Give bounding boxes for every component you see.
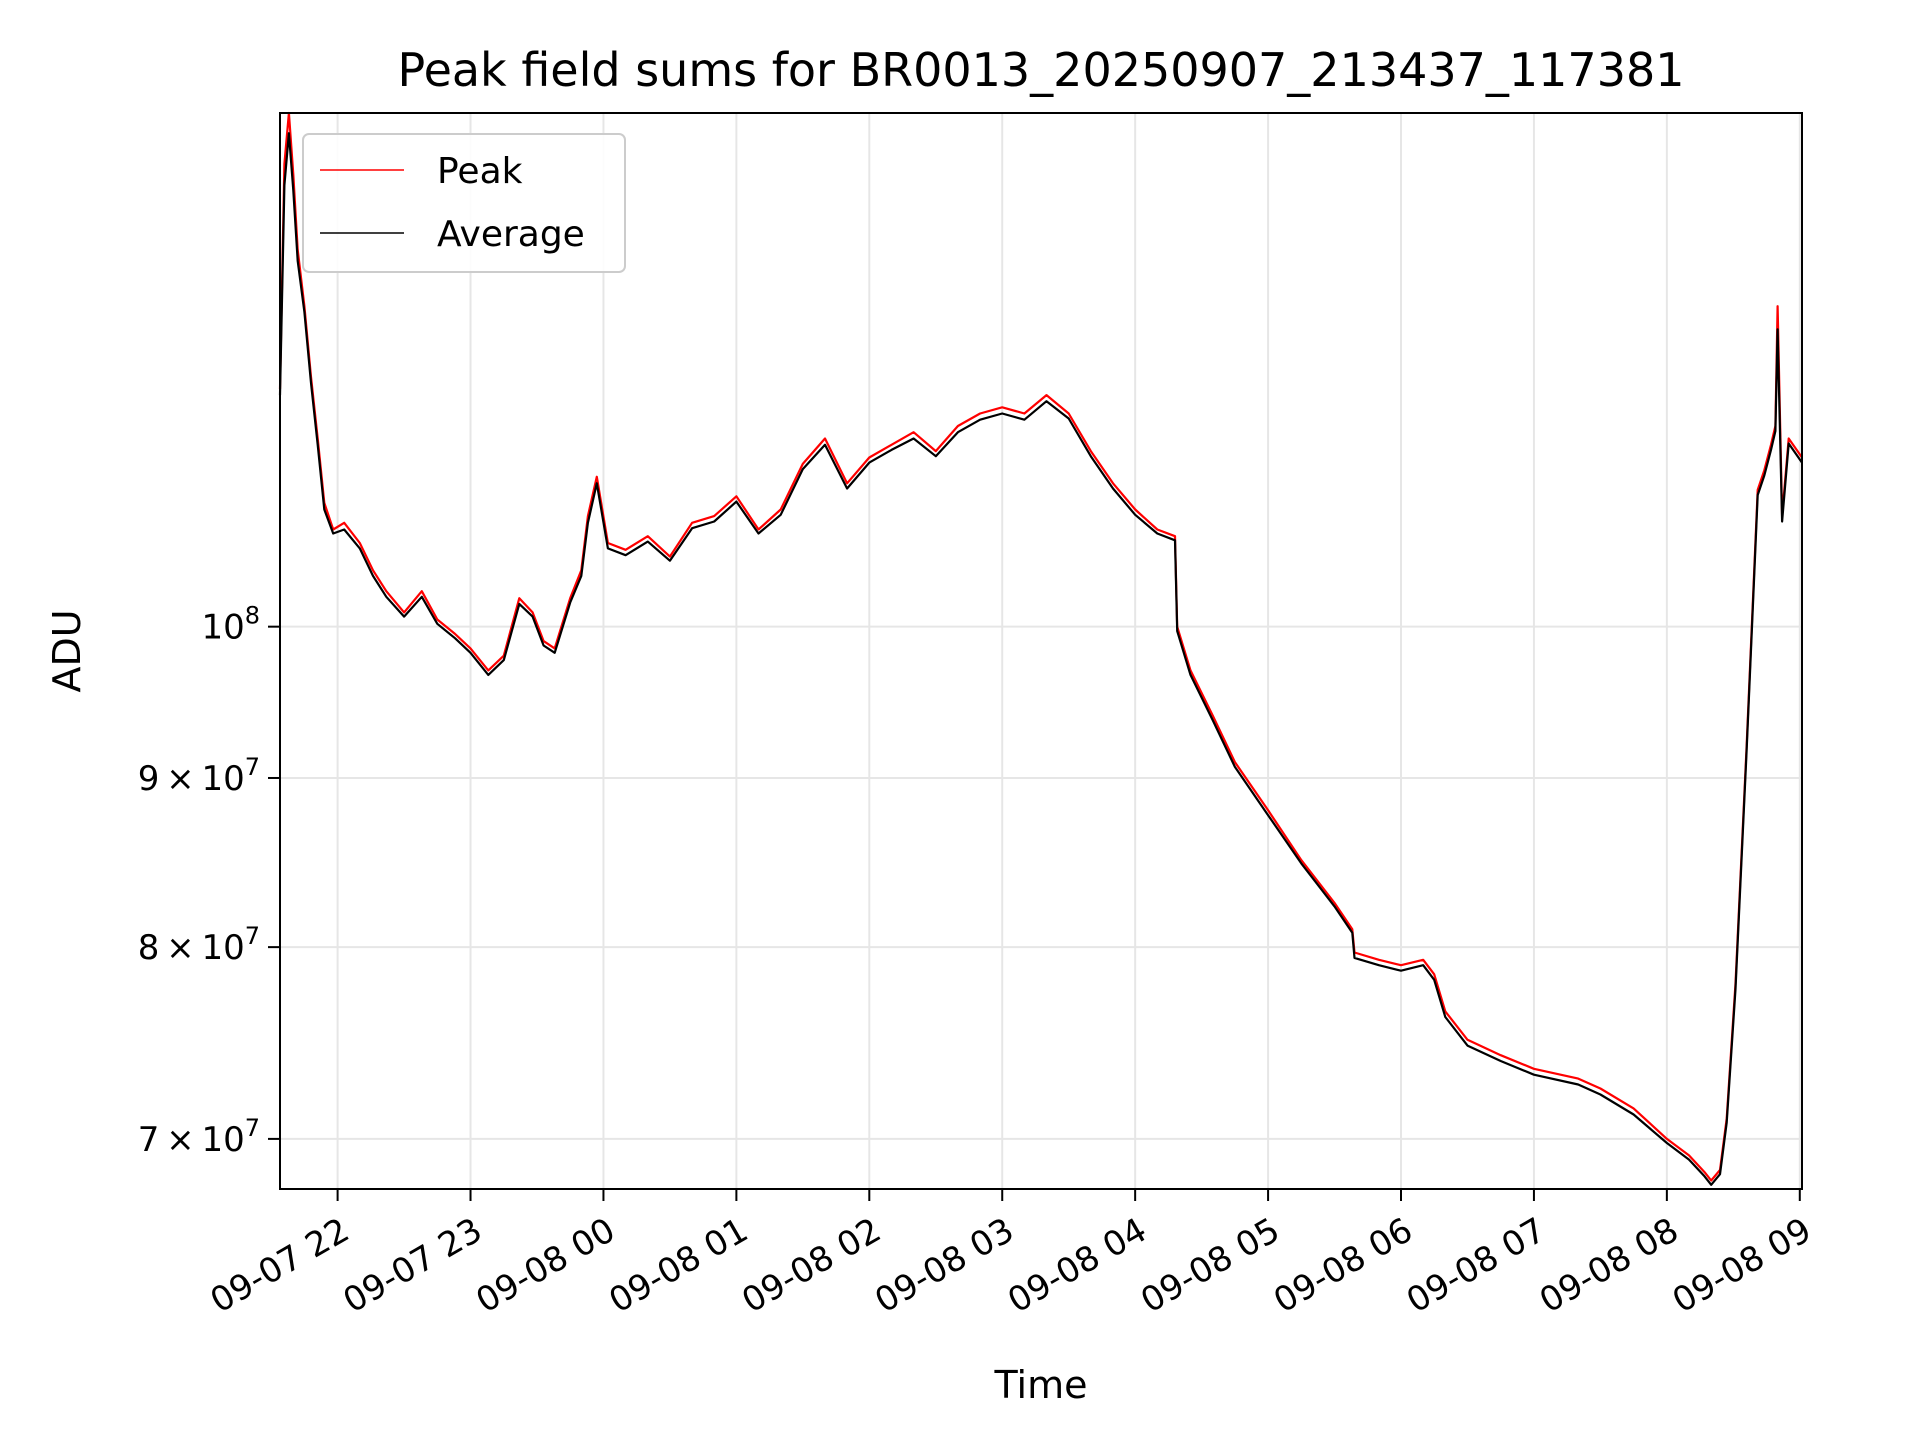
- y-tick-label: 8 × 107: [138, 922, 260, 968]
- plot-area: [280, 113, 1802, 1189]
- legend-box: [302, 133, 626, 273]
- series-line-average: [278, 132, 1803, 1186]
- y-axis: 7 × 107 8 × 107 9 × 107 108: [138, 602, 280, 1160]
- chart-title: Peak field sums for BR0013_20250907_2134…: [397, 43, 1684, 97]
- x-axis-label: Time: [994, 1363, 1088, 1407]
- y-tick-label: 9 × 107: [138, 753, 260, 799]
- legend: Peak Average: [302, 133, 626, 273]
- y-tick-label: 108: [201, 602, 260, 648]
- legend-label-average: Average: [437, 214, 585, 255]
- gridlines: [280, 113, 1802, 1189]
- series-layer: [278, 111, 1803, 1186]
- axes-frame: [279, 112, 1803, 1190]
- y-axis-label: ADU: [45, 609, 89, 692]
- y-tick-label: 7 × 107: [138, 1114, 260, 1160]
- legend-label-peak: Peak: [437, 151, 523, 192]
- series-line-peak: [278, 111, 1803, 1182]
